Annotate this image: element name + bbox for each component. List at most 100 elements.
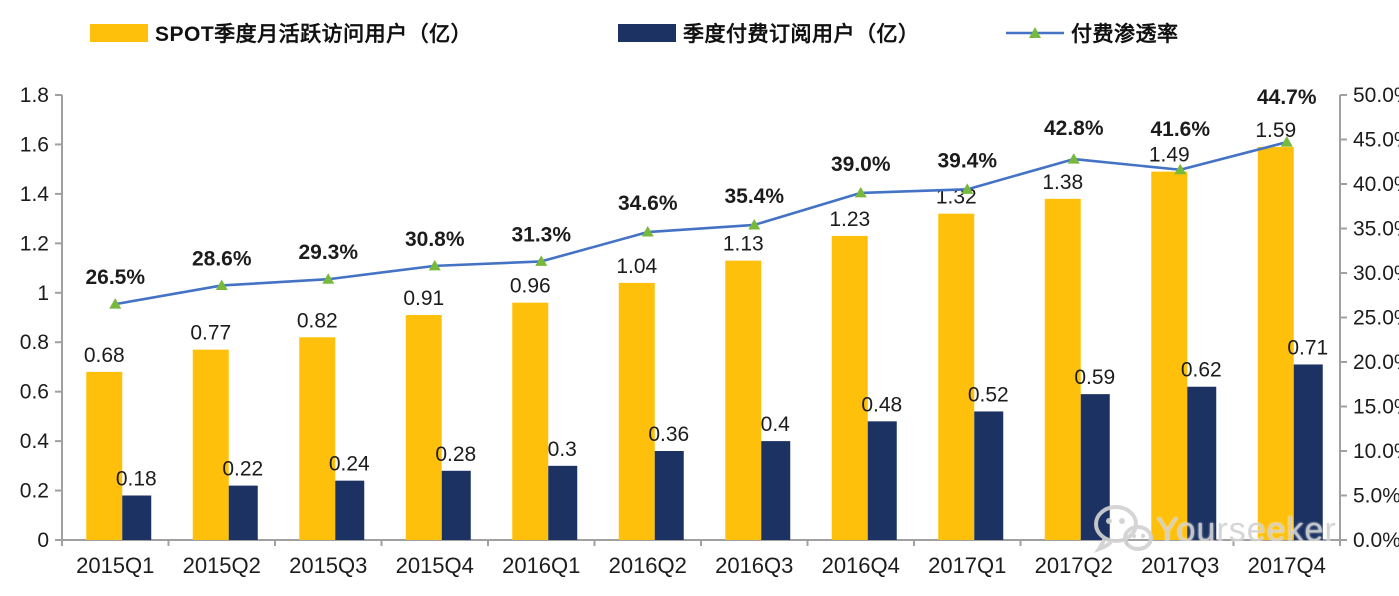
bar-value-label-mau: 1.38 — [1042, 171, 1083, 194]
penetration-point-label: 41.6% — [1150, 118, 1210, 141]
bar-paid-2017Q3 — [1187, 386, 1217, 540]
right-axis-tick-label: 15.0% — [1353, 396, 1399, 419]
bar-value-label-paid: 0.4 — [761, 413, 791, 436]
bar-mau-2016Q1 — [512, 302, 549, 540]
bar-mau-2017Q3 — [1151, 171, 1188, 540]
right-axis-tick-label: 30.0% — [1353, 262, 1399, 285]
penetration-point-label: 39.0% — [831, 153, 891, 176]
penetration-line — [115, 140, 1288, 306]
legend-item-penetration-rate: 付费渗透率 — [1006, 20, 1179, 46]
penetration-marker-2017Q3 — [1174, 163, 1187, 175]
left-axis-tick-label: 0.4 — [20, 430, 50, 453]
penetration-marker-2016Q4 — [854, 186, 867, 198]
legend-line-marker-icon — [1006, 25, 1064, 41]
bar-paid-2016Q2 — [654, 451, 684, 540]
right-axis-tick-label: 40.0% — [1353, 173, 1399, 196]
legend-swatch-mau — [90, 24, 148, 42]
penetration-point-label: 26.5% — [85, 266, 145, 289]
x-axis-label: 2017Q2 — [1035, 553, 1113, 578]
x-axis-label: 2015Q2 — [183, 553, 261, 578]
bar-paid-2016Q4 — [867, 421, 897, 540]
x-axis-label: 2016Q1 — [502, 553, 580, 578]
bar-value-label-mau: 1.23 — [829, 208, 870, 231]
bar-value-label-paid: 0.52 — [968, 383, 1009, 406]
bar-mau-2015Q1 — [86, 371, 123, 540]
right-axis-tick-label: 10.0% — [1353, 440, 1399, 463]
legend-label-penetration-rate: 付费渗透率 — [1071, 23, 1179, 46]
right-axis-tick-label: 50.0% — [1353, 84, 1399, 107]
bar-mau-2016Q3 — [725, 260, 762, 540]
left-axis-tick-label: 1.4 — [20, 183, 50, 206]
bar-value-label-paid: 0.48 — [861, 393, 902, 416]
left-axis-tick-label: 1.2 — [20, 232, 49, 255]
bar-value-label-mau: 0.68 — [84, 344, 125, 367]
bar-mau-2016Q4 — [831, 235, 868, 540]
bar-value-label-mau: 1.13 — [723, 233, 764, 256]
left-axis-tick-label: 0 — [37, 529, 49, 552]
left-axis-tick-label: 1.6 — [20, 133, 49, 156]
left-axis-tick-label: 1.8 — [20, 84, 49, 107]
legend-label-paid-subscribers: 季度付费订阅用户（亿） — [683, 23, 920, 46]
penetration-marker-2017Q2 — [1067, 153, 1080, 164]
x-axis-label: 2015Q1 — [76, 553, 154, 578]
bar-paid-2016Q1 — [548, 465, 578, 540]
left-axis-tick-label: 0.6 — [20, 381, 49, 404]
bar-paid-2015Q1 — [122, 495, 152, 540]
penetration-point-label: 44.7% — [1257, 86, 1317, 109]
penetration-point-label: 31.3% — [511, 223, 571, 246]
penetration-point-label: 35.4% — [724, 185, 784, 208]
bar-mau-2015Q4 — [405, 315, 442, 540]
penetration-marker-2016Q3 — [748, 218, 761, 230]
bar-paid-2016Q3 — [761, 441, 791, 540]
bar-value-label-mau: 0.96 — [510, 275, 551, 298]
bar-mau-2015Q2 — [192, 349, 229, 540]
right-axis-tick-label: 20.0% — [1353, 351, 1399, 374]
penetration-point-label: 29.3% — [298, 241, 358, 264]
penetration-point-label: 30.8% — [405, 228, 465, 251]
left-axis-tick-label: 0.8 — [20, 331, 49, 354]
bar-mau-2017Q2 — [1044, 198, 1081, 541]
bar-value-label-mau: 0.91 — [403, 287, 444, 310]
right-axis-tick-label: 5.0% — [1353, 485, 1399, 508]
penetration-marker-2015Q1 — [109, 298, 122, 309]
right-axis-tick-label: 25.0% — [1353, 307, 1399, 330]
bar-paid-2015Q3 — [335, 480, 365, 540]
penetration-marker-2017Q4 — [1280, 136, 1293, 147]
penetration-point-label: 42.8% — [1044, 117, 1104, 140]
penetration-marker-2015Q2 — [215, 279, 228, 290]
bar-value-label-mau: 0.77 — [190, 322, 231, 345]
bar-paid-2017Q1 — [974, 411, 1004, 540]
bar-value-label-paid: 0.24 — [329, 453, 370, 476]
bar-value-label-paid: 0.3 — [548, 438, 577, 461]
bar-value-label-mau: 1.59 — [1255, 119, 1296, 142]
bar-value-label-paid: 0.59 — [1074, 366, 1115, 389]
x-axis-label: 2016Q3 — [715, 553, 793, 578]
right-axis-tick-label: 0.0% — [1353, 529, 1399, 552]
bar-mau-2017Q1 — [938, 213, 975, 540]
bar-value-label-mau: 0.82 — [297, 309, 338, 332]
bar-value-label-paid: 0.62 — [1181, 359, 1222, 382]
bar-value-label-mau: 1.49 — [1149, 144, 1190, 167]
x-axis-label: 2017Q1 — [928, 553, 1006, 578]
bar-value-label-mau: 1.04 — [616, 255, 657, 278]
penetration-marker-2017Q1 — [961, 183, 974, 194]
x-axis-label: 2015Q3 — [289, 553, 367, 578]
x-axis-label: 2016Q4 — [822, 553, 900, 578]
bar-mau-2015Q3 — [299, 337, 336, 540]
penetration-marker-2015Q4 — [428, 259, 441, 271]
x-axis-label: 2017Q4 — [1248, 553, 1326, 578]
penetration-marker-2015Q3 — [322, 273, 335, 284]
left-axis-tick-label: 1 — [37, 282, 49, 305]
bar-paid-2017Q2 — [1080, 394, 1110, 540]
bar-value-label-paid: 0.36 — [648, 423, 689, 446]
legend-swatch-paid-subscribers — [618, 24, 676, 42]
bar-value-label-paid: 0.22 — [222, 458, 263, 481]
x-axis-label: 2016Q2 — [609, 553, 687, 578]
legend-item-mau: SPOT季度月活跃访问用户（亿） — [90, 20, 472, 46]
bar-paid-2015Q4 — [441, 470, 471, 540]
bar-value-label-paid: 0.71 — [1287, 336, 1328, 359]
penetration-marker-2016Q1 — [535, 255, 548, 266]
left-axis-tick-label: 0.2 — [20, 480, 49, 503]
